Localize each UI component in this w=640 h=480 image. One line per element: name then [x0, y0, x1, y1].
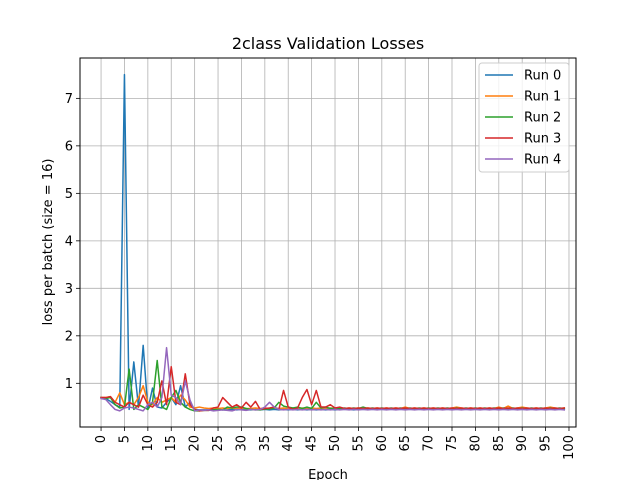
legend-label-run-2: Run 2 [524, 111, 561, 126]
y-axis: 1 2 3 4 5 6 7 [65, 92, 80, 392]
x-tick-label: 25 [211, 435, 226, 452]
x-tick-label: 40 [281, 435, 296, 452]
y-tick-label: 3 [65, 282, 73, 297]
series-line-run-4 [100, 346, 566, 412]
chart-title: 2class Validation Losses [232, 34, 424, 53]
x-tick-label: 95 [539, 435, 554, 452]
legend-label-run-4: Run 4 [524, 153, 561, 168]
x-tick-label: 80 [468, 435, 483, 452]
x-tick-label: 100 [562, 435, 577, 460]
series-lines [100, 73, 566, 412]
x-tick-label: 90 [515, 435, 530, 452]
legend: Run 0 Run 1 Run 2 Run 3 Run 4 [478, 62, 570, 173]
x-tick-label: 45 [305, 435, 320, 452]
grid [80, 58, 576, 427]
x-tick-label: 65 [398, 435, 413, 452]
series-line-run-3 [100, 365, 566, 412]
x-tick-label: 15 [164, 435, 179, 452]
x-tick-label: 55 [351, 435, 366, 452]
x-tick-label: 75 [445, 435, 460, 452]
y-tick-label: 5 [65, 187, 73, 202]
plot-frame [79, 57, 577, 428]
x-tick-label: 85 [492, 435, 507, 452]
y-tick-label: 2 [65, 329, 73, 344]
legend-label-run-3: Run 3 [524, 132, 561, 147]
legend-box [478, 62, 570, 173]
x-tick-label: 20 [188, 435, 203, 452]
legend-label-run-0: Run 0 [524, 69, 561, 84]
x-tick-label: 70 [422, 435, 437, 452]
x-axis-label: Epoch [308, 468, 348, 480]
y-tick-label: 7 [65, 92, 73, 107]
x-tick-label: 60 [375, 435, 390, 452]
y-tick-label: 1 [65, 377, 73, 392]
legend-label-run-1: Run 1 [524, 90, 561, 105]
x-tick-label: 30 [234, 435, 249, 452]
y-tick-label: 6 [65, 139, 73, 154]
x-tick-label: 5 [117, 435, 132, 443]
y-tick-label: 4 [65, 234, 73, 249]
y-axis-label: loss per batch (size = 16) [41, 159, 56, 326]
x-tick-label: 35 [258, 435, 273, 452]
x-tick-label: 50 [328, 435, 343, 452]
x-tick-label: 0 [94, 435, 109, 443]
x-axis: 0 5 10 15 20 25 30 35 40 45 50 55 60 65 70 75 80 85 90 95 10… [94, 427, 577, 460]
x-tick-label: 10 [141, 435, 156, 452]
